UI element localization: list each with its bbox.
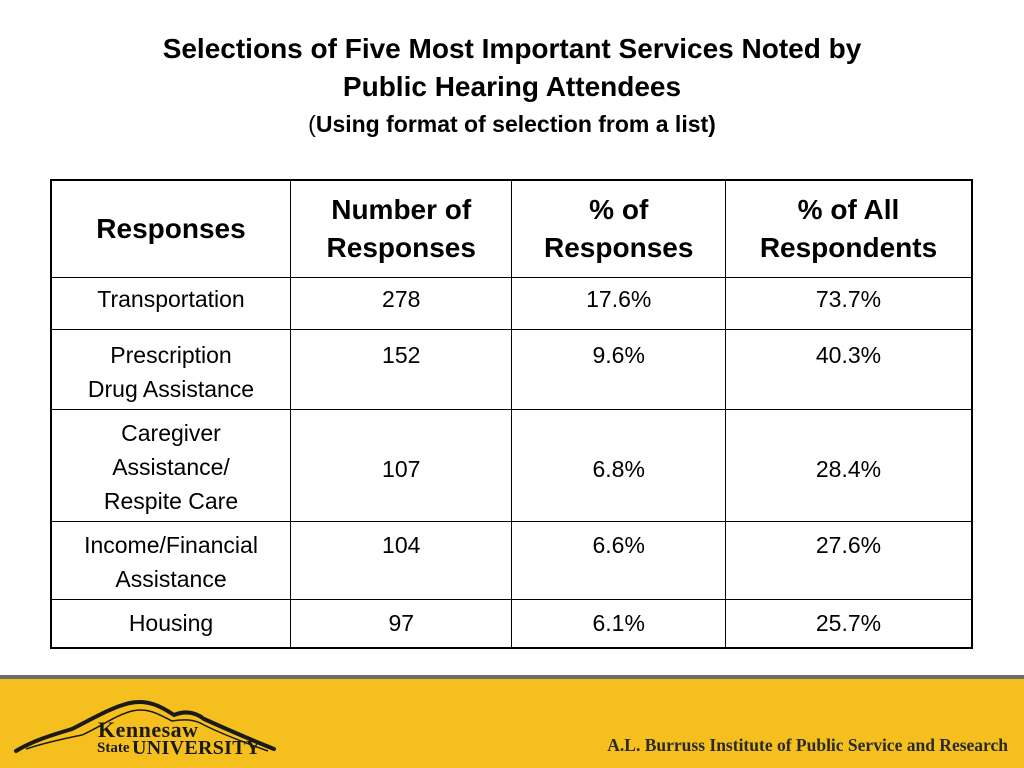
header-pct-all-line2: Respondents [759,232,938,263]
table-header-row: Responses Number of Responses % of Respons… [50,179,973,278]
header-number-line2: Responses [326,232,476,263]
cell-pct-respondents: 25.7% [724,599,973,648]
header-pct-all-line1: % of All [797,194,900,225]
footer-bar: Kennesaw State UNIVERSITY A.L. Burruss I… [0,675,1024,768]
response-line: Assistance/ [112,454,230,480]
institute-name: A.L. Burruss Institute of Public Service… [607,735,1008,755]
cell-response: Transportation [50,277,292,330]
response-line: Caregiver [121,420,221,446]
cell-response: Housing [50,599,292,648]
table-row: Housing 97 6.1% 25.7% [50,599,973,648]
cell-response: Prescription Drug Assistance [50,329,292,410]
cell-count: 97 [290,599,513,648]
header-responses-text: Responses [96,213,246,244]
table-row: Prescription Drug Assistance 152 9.6% 40.… [50,329,973,410]
response-line: Transportation [97,286,245,312]
table-row: Transportation 278 17.6% 73.7% [50,277,973,330]
header-pct-line2: Responses [544,232,694,263]
cell-pct-respondents: 28.4% [724,409,973,522]
mountain-outline-icon [14,700,276,753]
slide-title: Selections of Five Most Important Servic… [0,30,1024,140]
cell-pct-responses: 6.1% [511,599,726,648]
cell-pct-responses: 6.6% [511,521,726,600]
cell-pct-respondents: 27.6% [724,521,973,600]
cell-pct-responses: 6.8% [511,409,726,522]
ksu-logo: Kennesaw State UNIVERSITY [12,689,282,767]
response-line: Assistance [115,566,227,592]
logo-state-text: State [97,740,130,756]
table-row: Caregiver Assistance/Respite Care 107 6.8… [50,409,973,522]
cell-pct-respondents: 40.3% [724,329,973,410]
response-line: Income/Financial [84,532,258,558]
subtitle-text: Using format of selection from a list) [315,111,716,137]
response-line: Drug Assistance [87,376,255,402]
table-row: Income/Financial Assistance 104 6.6% 27.6… [50,521,973,600]
logo-kennesaw-text: Kennesaw [98,717,199,742]
header-pct-line1: % of [589,194,649,225]
header-number-of-responses: Number of Responses [290,179,513,278]
services-table: Responses Number of Responses % of Respons… [50,179,973,649]
cell-count: 278 [290,277,513,330]
response-line: Prescription [110,342,232,368]
cell-response: Income/Financial Assistance [50,521,292,600]
cell-pct-responses: 17.6% [511,277,726,330]
header-number-line1: Number of [331,194,472,225]
header-pct-all-respondents: % of All Respondents [724,179,973,278]
subtitle-paren: ( [308,111,316,137]
logo-university-text: UNIVERSITY [132,737,261,759]
cell-response: Caregiver Assistance/Respite Care [50,409,292,522]
cell-count: 104 [290,521,513,600]
response-line: Housing [128,610,214,636]
cell-count: 107 [290,409,513,522]
response-line: Respite Care [103,488,239,514]
cell-pct-respondents: 73.7% [724,277,973,330]
header-responses: Responses [50,179,292,278]
header-pct-responses: % of Responses [511,179,726,278]
cell-count: 152 [290,329,513,410]
title-line-1: Selections of Five Most Important Servic… [162,33,862,64]
cell-pct-responses: 9.6% [511,329,726,410]
title-line-2: Public Hearing Attendees [342,71,682,102]
subtitle: (Using format of selection from a list) [0,108,1024,140]
